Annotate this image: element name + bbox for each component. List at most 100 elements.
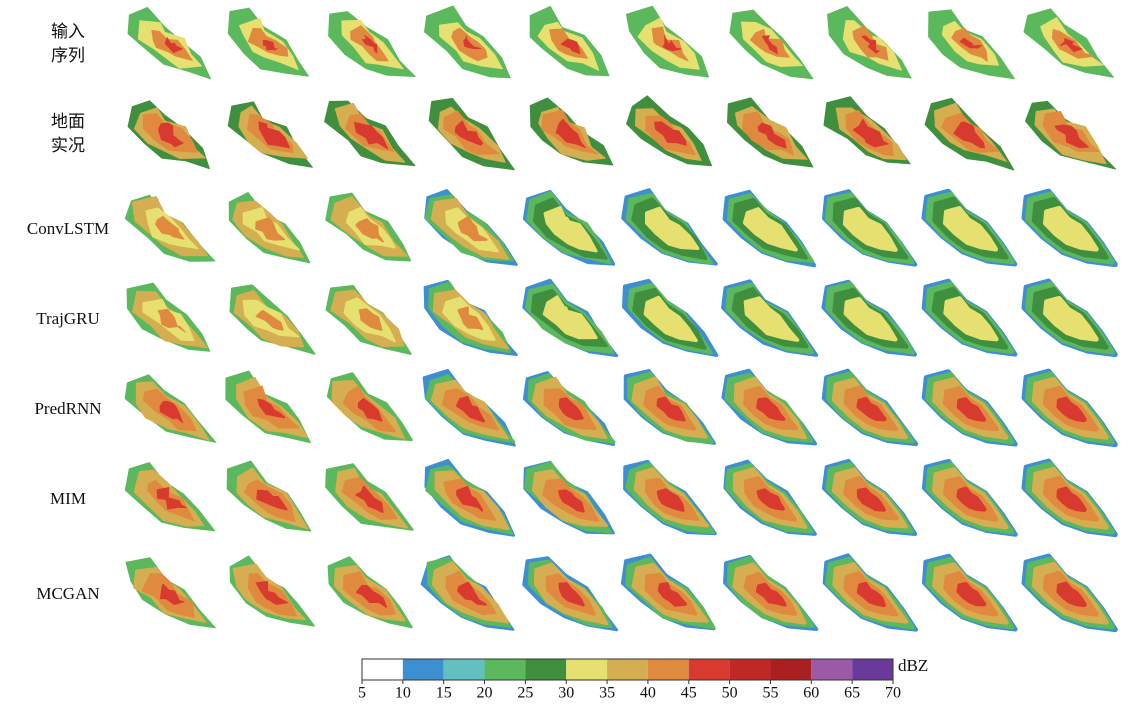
- radar-image: [424, 370, 515, 445]
- radar-image: [627, 96, 712, 166]
- radar-image: [328, 373, 412, 440]
- colorbar-tick-label: 35: [599, 685, 615, 702]
- radar-image: [525, 462, 614, 533]
- radar-image: [325, 101, 415, 166]
- radar-image: [1024, 556, 1115, 630]
- colorbar-tick-label: 65: [844, 685, 860, 702]
- row-label: MCGAN: [36, 584, 99, 603]
- radar-image: [925, 98, 1014, 170]
- radar-image: [128, 7, 210, 78]
- radar-image: [228, 102, 312, 167]
- radar-image: [625, 462, 715, 534]
- radar-image: [426, 460, 514, 535]
- radar-image: [429, 98, 514, 169]
- colorbar-tick-label: 30: [558, 685, 574, 702]
- radar-image: [924, 191, 1015, 264]
- radar-image: [824, 461, 915, 534]
- radar-image: [228, 8, 308, 76]
- colorbar-segment: [689, 659, 730, 680]
- radar-image: [825, 556, 916, 630]
- radar-image: [230, 556, 314, 626]
- colorbar-tick-label: 20: [477, 685, 493, 702]
- radar-image: [723, 371, 815, 444]
- radar-image: [1024, 9, 1114, 77]
- row-label: 输入: [51, 22, 85, 41]
- radar-image: [530, 98, 612, 165]
- radar-image: [425, 190, 516, 265]
- radar-image: [127, 283, 210, 351]
- colorbar-segment: [403, 659, 444, 680]
- colorbar-segment: [444, 659, 485, 680]
- colorbar-unit: dBZ: [898, 656, 928, 675]
- radar-image: [924, 556, 1015, 629]
- row-label: PredRNN: [34, 399, 101, 418]
- radar-image: [425, 281, 517, 355]
- radar-image: [625, 371, 714, 444]
- colorbar-tick-label: 25: [517, 685, 533, 702]
- figure: 输入序列地面实况ConvLSTMTrajGRUPredRNNMIMMCGAN51…: [0, 0, 1129, 704]
- radar-image: [126, 558, 215, 628]
- radar-image: [125, 463, 214, 531]
- radar-image: [1026, 101, 1116, 169]
- radar-image: [530, 6, 609, 75]
- radar-image: [623, 555, 714, 628]
- colorbar-segment: [485, 659, 526, 680]
- colorbar-tick-label: 45: [681, 685, 697, 702]
- radar-image: [1024, 461, 1115, 534]
- radar-image: [824, 282, 915, 355]
- radar-image: [425, 6, 511, 78]
- radar-image: [524, 280, 617, 356]
- row-label: MIM: [50, 489, 86, 508]
- radar-image: [230, 193, 310, 263]
- radar-image: [824, 371, 916, 444]
- colorbar-tick-label: 60: [803, 685, 819, 702]
- row-label: 序列: [51, 46, 85, 65]
- colorbar-tick-label: 70: [885, 685, 901, 702]
- colorbar-segment: [362, 659, 403, 680]
- colorbar-tick-label: 50: [722, 685, 738, 702]
- radar-image: [326, 464, 413, 530]
- colorbar-tick-label: 15: [436, 685, 452, 702]
- radar-image: [924, 281, 1015, 355]
- colorbar-segment: [770, 659, 811, 680]
- radar-image: [1024, 371, 1115, 445]
- radar-image: [724, 192, 814, 266]
- colorbar-segment: [730, 659, 771, 680]
- radar-image: [128, 101, 209, 169]
- row-label: 实况: [51, 136, 85, 155]
- radar-image: [226, 371, 310, 442]
- radar-image: [627, 6, 709, 77]
- colorbar-segment: [566, 659, 607, 680]
- colorbar-segment: [607, 659, 648, 680]
- radar-image: [524, 191, 614, 264]
- radar-image: [1024, 191, 1115, 265]
- radar-image: [329, 557, 412, 627]
- radar-image: [924, 372, 1016, 445]
- radar-image: [924, 461, 1015, 534]
- radar-image: [730, 10, 813, 79]
- row-label: ConvLSTM: [27, 219, 109, 238]
- colorbar-segment: [525, 659, 566, 680]
- radar-image: [227, 461, 310, 531]
- colorbar-tick-label: 40: [640, 685, 656, 702]
- radar-image: [824, 191, 915, 264]
- radar-image: [824, 97, 910, 164]
- colorbar-segment: [811, 659, 852, 680]
- colorbar-segment: [648, 659, 689, 680]
- radar-image: [828, 7, 911, 78]
- radar-image: [125, 195, 215, 261]
- radar-image: [422, 556, 513, 629]
- radar-image: [329, 12, 416, 77]
- radar-image: [623, 190, 716, 264]
- radar-image: [1024, 281, 1115, 355]
- radar-image: [230, 285, 315, 354]
- radar-image: [624, 281, 717, 356]
- radar-image: [327, 286, 411, 354]
- radar-image: [929, 10, 1015, 79]
- row-label: TrajGRU: [36, 309, 100, 328]
- row-label: 地面: [51, 112, 85, 131]
- radar-image: [723, 281, 816, 355]
- radar-image: [125, 375, 216, 443]
- radar-image: [728, 98, 813, 167]
- radar-image: [326, 194, 410, 261]
